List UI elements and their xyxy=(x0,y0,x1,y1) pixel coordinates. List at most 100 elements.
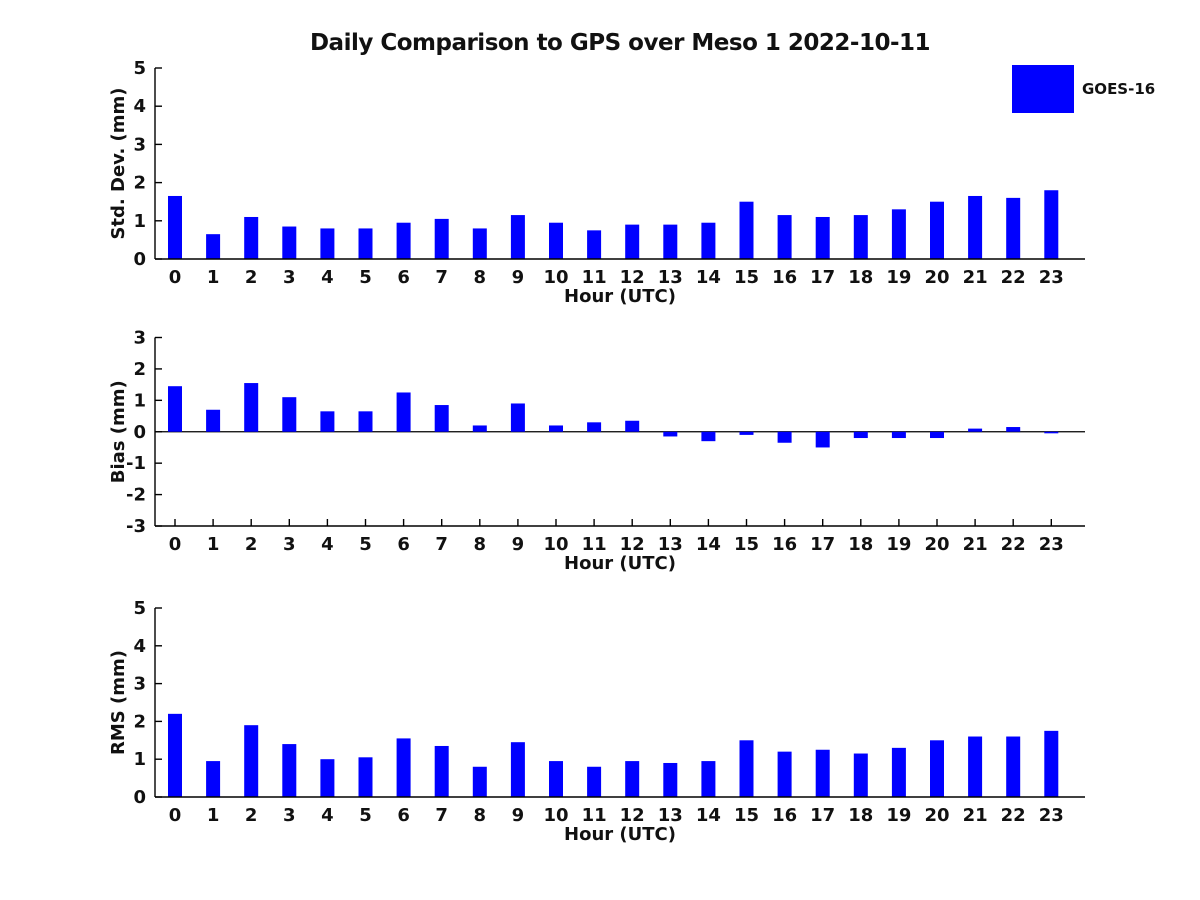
bar-hour-22 xyxy=(1006,197,1021,259)
y-tick-label: 1 xyxy=(133,390,146,411)
x-tick-label: 4 xyxy=(321,805,334,826)
y-tick-label: 5 xyxy=(133,598,146,619)
x-tick-label: 19 xyxy=(886,267,911,288)
x-tick-label: 22 xyxy=(1001,267,1026,288)
x-tick-label: 19 xyxy=(886,534,911,555)
bar-hour-3 xyxy=(282,397,297,432)
bar-hour-16 xyxy=(777,751,792,797)
bar-hour-22 xyxy=(1006,736,1021,797)
x-tick-label: 15 xyxy=(734,805,759,826)
bar-hour-21 xyxy=(968,195,983,259)
x-tick-label: 0 xyxy=(169,267,182,288)
x-tick-label: 21 xyxy=(963,534,988,555)
x-tick-label: 7 xyxy=(435,805,448,826)
bar-hour-20 xyxy=(930,431,944,439)
x-tick-label: 16 xyxy=(772,534,797,555)
bar-hour-5 xyxy=(358,411,373,432)
y-tick-label: 2 xyxy=(133,173,146,194)
x-tick-label: 9 xyxy=(512,805,525,826)
x-tick-label: 10 xyxy=(543,267,568,288)
bar-hour-22 xyxy=(1006,427,1021,432)
bar-hour-10 xyxy=(549,425,563,432)
y-tick-label: 2 xyxy=(133,711,146,732)
bar-hour-21 xyxy=(968,428,983,432)
y-tick-label: 4 xyxy=(133,636,146,657)
x-tick-label: 12 xyxy=(620,267,645,288)
x-tick-label: 13 xyxy=(658,267,683,288)
legend-label: GOES-16 xyxy=(1082,80,1156,98)
bar-hour-15 xyxy=(739,740,754,797)
y-tick-label: -1 xyxy=(126,453,146,474)
bar-hour-17 xyxy=(815,431,830,448)
x-tick-label: 21 xyxy=(963,267,988,288)
bar-hour-19 xyxy=(891,747,906,797)
bar-hour-11 xyxy=(587,766,602,797)
bar-hour-11 xyxy=(587,230,602,259)
y-tick-label: 1 xyxy=(133,749,146,770)
bar-hour-6 xyxy=(396,392,411,432)
y-tick-label: -3 xyxy=(126,516,146,537)
x-tick-label: 1 xyxy=(207,267,220,288)
bar-hour-2 xyxy=(244,216,259,259)
x-tick-label: 14 xyxy=(696,267,721,288)
bar-hour-7 xyxy=(434,745,449,797)
x-tick-label: 2 xyxy=(245,267,258,288)
x-tick-label: 2 xyxy=(245,534,258,555)
bar-hour-1 xyxy=(206,761,221,797)
x-tick-label: 20 xyxy=(924,267,949,288)
bar-hour-0 xyxy=(168,713,182,797)
bar-hour-3 xyxy=(282,226,297,259)
bar-hour-1 xyxy=(206,234,221,259)
x-tick-label: 5 xyxy=(359,534,372,555)
bar-hour-23 xyxy=(1044,190,1059,259)
x-tick-label: 19 xyxy=(886,805,911,826)
bar-hour-20 xyxy=(930,201,944,259)
bar-hour-21 xyxy=(968,736,983,797)
bar-hour-12 xyxy=(625,420,640,432)
bar-hour-9 xyxy=(510,215,525,259)
x-tick-label: 23 xyxy=(1039,267,1064,288)
bar-hour-18 xyxy=(853,753,868,797)
bar-hour-13 xyxy=(663,762,678,797)
legend-swatch-goes16 xyxy=(1012,65,1074,113)
bar-hour-2 xyxy=(244,725,259,797)
y-axis-label: Bias (mm) xyxy=(108,380,129,483)
bar-hour-10 xyxy=(549,761,563,797)
x-tick-label: 12 xyxy=(620,534,645,555)
y-axis-label: RMS (mm) xyxy=(108,650,129,755)
bar-hour-4 xyxy=(320,411,335,432)
y-tick-label: 0 xyxy=(133,249,146,270)
y-tick-label: 3 xyxy=(133,134,146,155)
x-tick-label: 3 xyxy=(283,534,296,555)
x-tick-label: 11 xyxy=(582,534,607,555)
x-tick-label: 13 xyxy=(658,805,683,826)
x-tick-label: 6 xyxy=(397,534,410,555)
x-tick-label: 15 xyxy=(734,267,759,288)
x-tick-label: 16 xyxy=(772,267,797,288)
x-tick-label: 18 xyxy=(848,267,873,288)
bar-hour-15 xyxy=(739,431,754,435)
legend: GOES-16 xyxy=(1012,65,1155,113)
bar-hour-23 xyxy=(1044,730,1059,797)
bar-hour-10 xyxy=(549,222,563,259)
y-tick-label: 2 xyxy=(133,359,146,380)
x-tick-label: 7 xyxy=(435,267,448,288)
y-tick-label: 3 xyxy=(133,328,146,349)
bar-hour-5 xyxy=(358,757,373,797)
bar-hour-17 xyxy=(815,216,830,259)
x-tick-label: 16 xyxy=(772,805,797,826)
x-tick-label: 1 xyxy=(207,805,220,826)
x-tick-label: 23 xyxy=(1039,805,1064,826)
x-tick-label: 8 xyxy=(474,805,487,826)
bar-hour-7 xyxy=(434,218,449,259)
x-tick-label: 20 xyxy=(924,805,949,826)
bar-hour-4 xyxy=(320,759,335,797)
bar-hour-6 xyxy=(396,738,411,797)
x-tick-label: 11 xyxy=(582,805,607,826)
x-tick-label: 17 xyxy=(810,805,835,826)
bar-hour-18 xyxy=(853,215,868,259)
x-tick-label: 9 xyxy=(512,267,525,288)
x-tick-label: 15 xyxy=(734,534,759,555)
bar-hour-11 xyxy=(587,422,602,432)
